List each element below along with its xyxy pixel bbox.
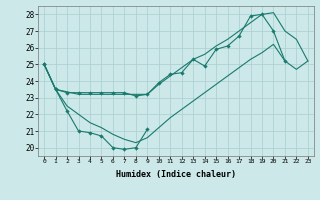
X-axis label: Humidex (Indice chaleur): Humidex (Indice chaleur) [116, 170, 236, 179]
